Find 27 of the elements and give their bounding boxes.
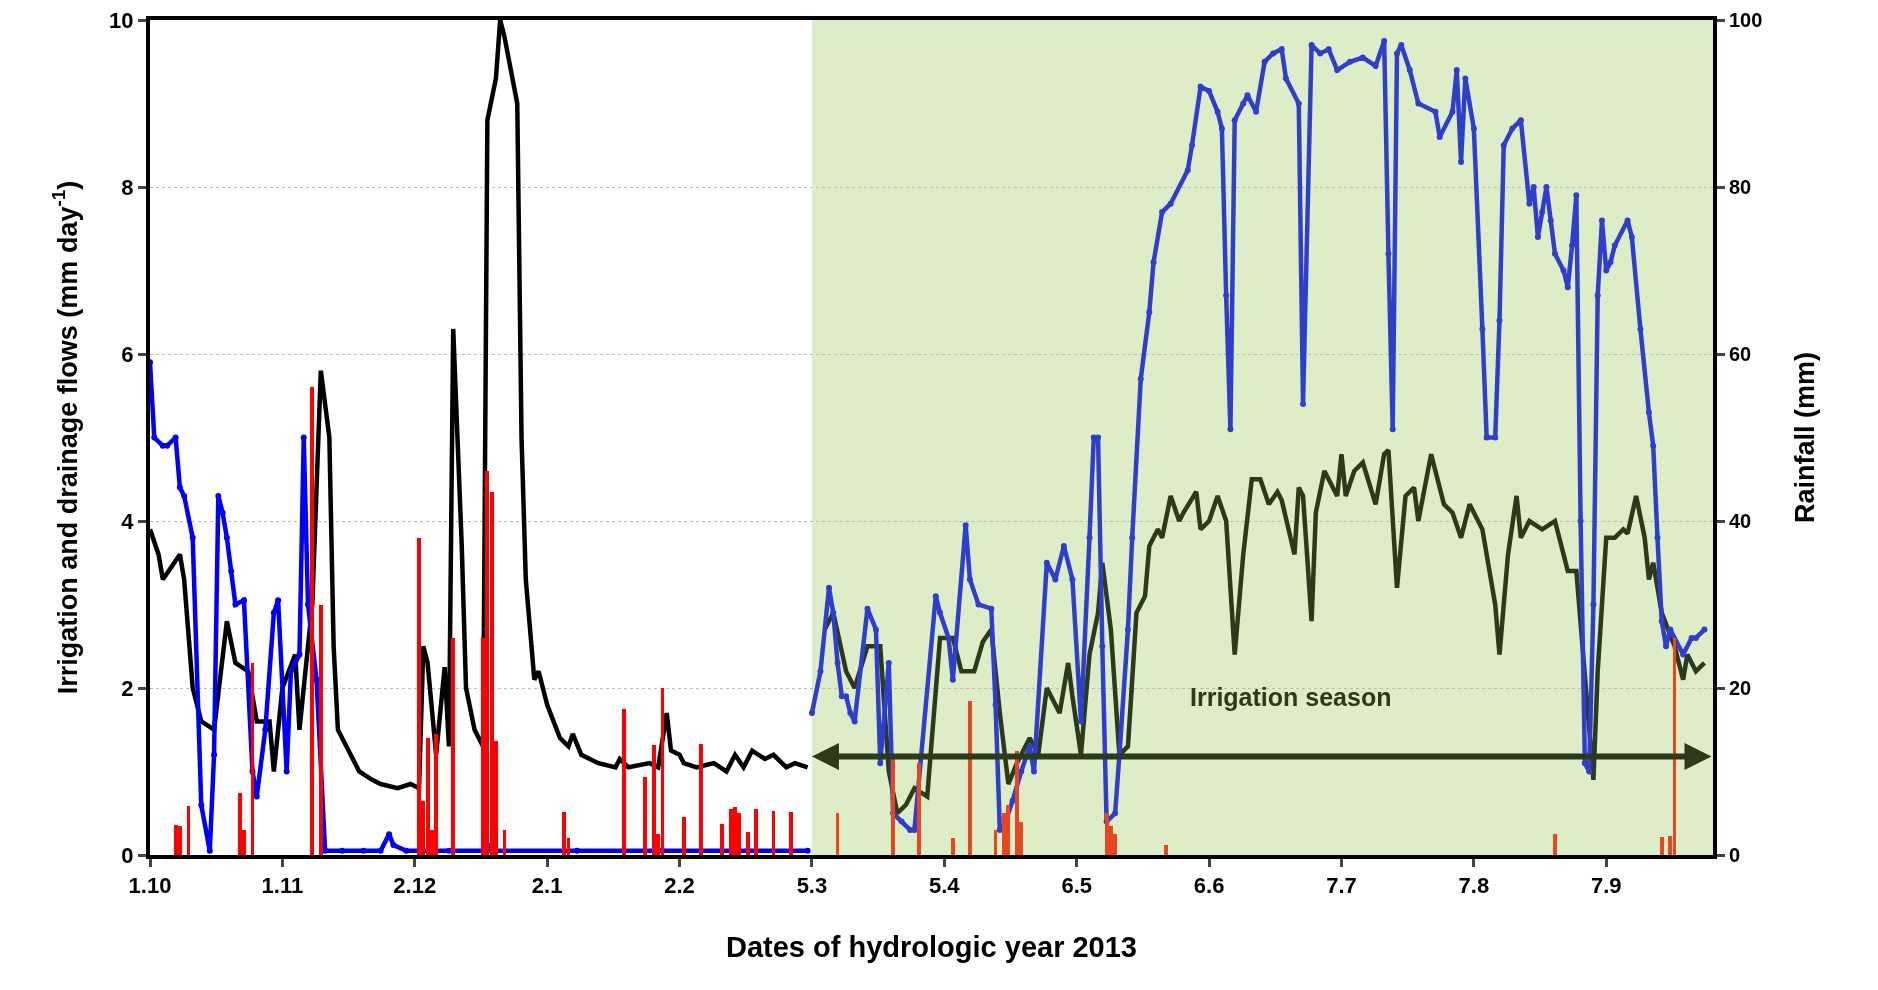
x-tick-label: 6.5 [1061,873,1092,899]
y2-tick-label: 60 [1729,343,1752,365]
y2-axis-title: Rainfall (mm) [1790,351,1821,524]
y-tick-label: 0 [121,842,134,868]
y2-tick-label: 0 [1729,844,1741,866]
x-tick-label: 7.9 [1590,873,1622,899]
x-axis-title: Dates of hydrologic year 2013 [726,930,1137,963]
x-tick-label: 1.10 [128,873,172,899]
x-tick-label: 5.4 [929,873,961,899]
x-tick-label: 2.12 [393,873,437,899]
y2-tick-label: 40 [1729,510,1752,532]
x-tick-label: 5.3 [796,873,828,899]
y2-tick-label: 20 [1729,677,1752,699]
band-label: Irrigation season [1190,683,1392,711]
x-tick-label: 7.7 [1326,873,1357,899]
y2-tick-label: 80 [1729,176,1752,198]
x-tick-label: 6.6 [1193,873,1225,899]
x-tick-label: 2.1 [531,873,563,899]
y-tick-label: 2 [121,675,134,701]
x-tick-label: 7.8 [1458,873,1490,899]
x-tick-label: 2.2 [664,873,695,899]
y-tick-label: 8 [121,174,134,200]
y-tick-label: 6 [121,341,134,367]
y-tick-label: 10 [109,7,134,33]
y-tick-label: 4 [121,508,135,534]
x-tick-label: 1.11 [261,873,304,899]
y2-tick-label: 100 [1729,9,1763,31]
